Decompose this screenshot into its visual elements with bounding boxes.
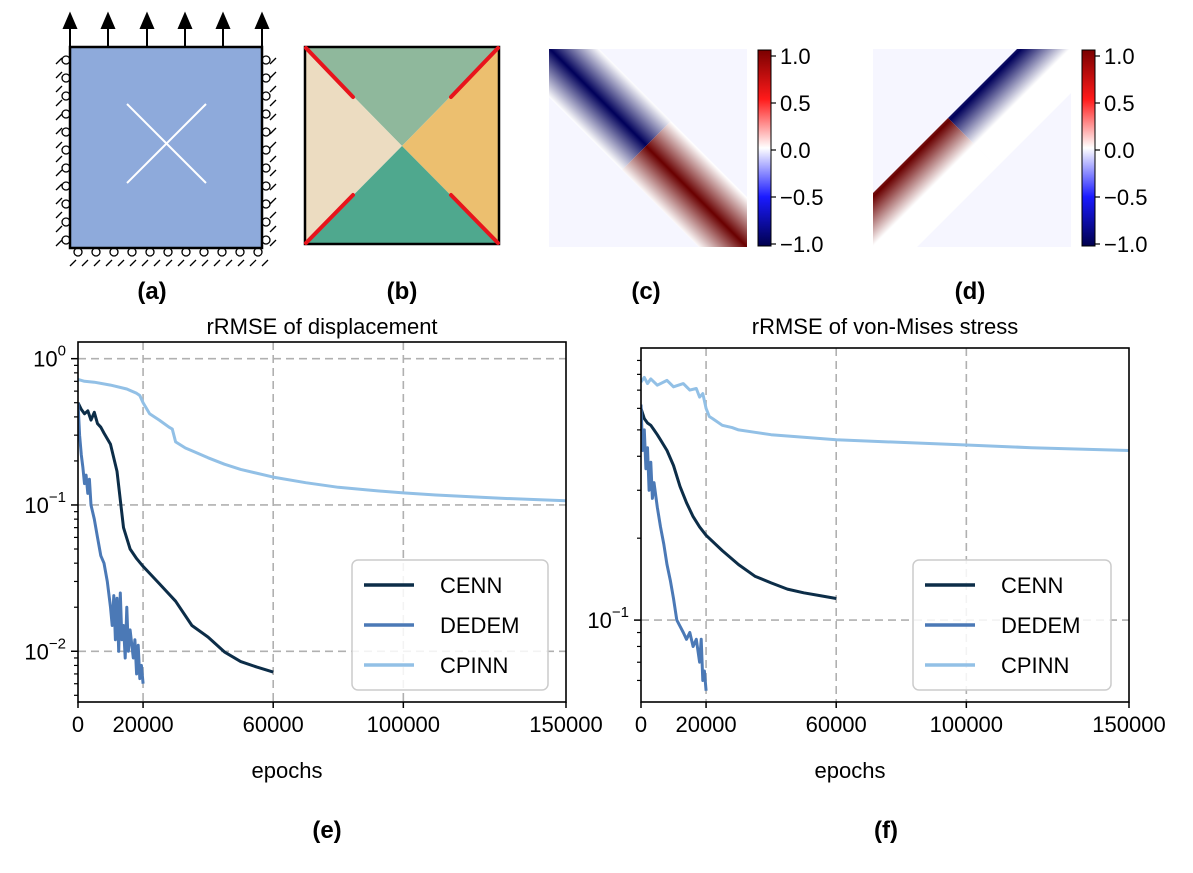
x-tick-label: 0 — [635, 712, 647, 737]
y-tick-exponent: −2 — [49, 635, 66, 652]
series-line-dedem — [78, 402, 145, 684]
panel-d: 1.0 0.5 0.0 −0.5 −1.0 (d) — [873, 44, 1147, 305]
region-top — [305, 47, 499, 146]
legend-label-cpinn: CPINN — [440, 653, 508, 678]
x-tick-label: 100000 — [930, 712, 1003, 737]
field-band-red-d — [873, 118, 997, 247]
colorbar-label: −0.5 — [780, 185, 823, 210]
colorbar-c — [757, 49, 772, 247]
x-tick-label: 60000 — [806, 712, 867, 737]
axes-frame — [640, 347, 1130, 703]
colorbar-label: −1.0 — [1104, 232, 1147, 257]
legend-label-cenn: CENN — [1001, 573, 1063, 598]
caption-e: (e) — [312, 817, 341, 844]
colorbar-ticks-d — [1095, 55, 1100, 245]
colorbar-label: 0.5 — [1104, 91, 1135, 116]
crack-cross — [126, 103, 207, 184]
hatching-left — [55, 57, 63, 247]
hatching-right — [269, 57, 277, 247]
y-tick-label: 10−1 — [587, 604, 629, 633]
x-tick-label: 150000 — [529, 712, 602, 737]
x-tick-label: 100000 — [367, 712, 440, 737]
colorbar-label: 0.5 — [780, 91, 811, 116]
y-tick-label: 10−1 — [24, 489, 66, 518]
colorbar-label: 1.0 — [780, 44, 811, 69]
x-tick-label: 20000 — [675, 712, 736, 737]
plate — [68, 45, 264, 250]
colorbar-label: −0.5 — [1104, 185, 1147, 210]
panel-c: 1.0 0.5 0.0 −0.5 −1.0 (c) — [549, 44, 823, 305]
y-tick-label: 100 — [33, 343, 66, 372]
y-tick-label: 10−2 — [24, 635, 66, 664]
series-group — [78, 378, 566, 684]
series-group — [641, 375, 1129, 691]
colorbar-label: 1.0 — [1104, 44, 1135, 69]
chart-f: 0 20000 60000 100000 150000 10−1 rRMSE of von-… — [587, 314, 1165, 783]
load-arrows — [62, 11, 270, 47]
crack-segments — [304, 46, 500, 245]
x-tick-label: 60000 — [243, 712, 304, 737]
y-tick-exponent: −1 — [49, 489, 66, 506]
panel-b: (b) — [303, 45, 501, 305]
legend-label-cenn: CENN — [440, 573, 502, 598]
caption-b: (b) — [387, 278, 418, 305]
series-line-dedem — [641, 404, 708, 691]
x-tick-label: 0 — [72, 712, 84, 737]
hatching-bottom — [69, 259, 269, 267]
caption-d: (d) — [955, 278, 986, 305]
legend-box — [912, 559, 1112, 691]
domain-border — [303, 45, 501, 246]
legend-label-dedem: DEDEM — [440, 613, 519, 638]
field-band-blue-d — [948, 49, 1071, 167]
panel-a: (a) — [55, 11, 277, 305]
legend-label-cpinn: CPINN — [1001, 653, 1069, 678]
region-right — [402, 47, 499, 244]
caption-c: (c) — [631, 278, 660, 305]
field-band-red-c — [622, 121, 747, 247]
legend-label-dedem: DEDEM — [1001, 613, 1080, 638]
chart-title: rRMSE of displacement — [206, 314, 437, 339]
colorbar-label: −1.0 — [780, 232, 823, 257]
field-band-blue-c — [549, 49, 671, 170]
x-tick-label: 20000 — [112, 712, 173, 737]
series-line-cpinn — [641, 375, 1129, 452]
x-axis-label: epochs — [815, 758, 886, 783]
y-tick-base: 10 — [587, 608, 611, 633]
region-bottom — [305, 146, 499, 244]
colorbar-label: 0.0 — [1104, 138, 1135, 163]
y-tick-base: 10 — [24, 493, 48, 518]
caption-a: (a) — [137, 278, 166, 305]
caption-f: (f) — [874, 817, 898, 844]
series-line-cpinn — [78, 378, 566, 503]
y-tick-exponent: −1 — [612, 604, 629, 621]
chart-e: 0 20000 60000 100000 15000010010−110−2rRMSE … — [24, 314, 602, 783]
y-tick-exponent: 0 — [58, 343, 66, 360]
series-line-cenn — [641, 407, 837, 600]
colorbar-ticks-c — [771, 55, 776, 245]
legend-box — [351, 559, 549, 691]
colorbar-label: 0.0 — [780, 138, 811, 163]
x-tick-label: 150000 — [1092, 712, 1165, 737]
axes-frame — [77, 341, 567, 703]
chart-title: rRMSE of von-Mises stress — [752, 314, 1019, 339]
y-tick-base: 10 — [33, 347, 57, 372]
series-line-cenn — [78, 402, 274, 674]
region-left — [305, 47, 402, 244]
colorbar-d — [1081, 49, 1096, 247]
y-tick-base: 10 — [24, 639, 48, 664]
x-axis-label: epochs — [252, 758, 323, 783]
